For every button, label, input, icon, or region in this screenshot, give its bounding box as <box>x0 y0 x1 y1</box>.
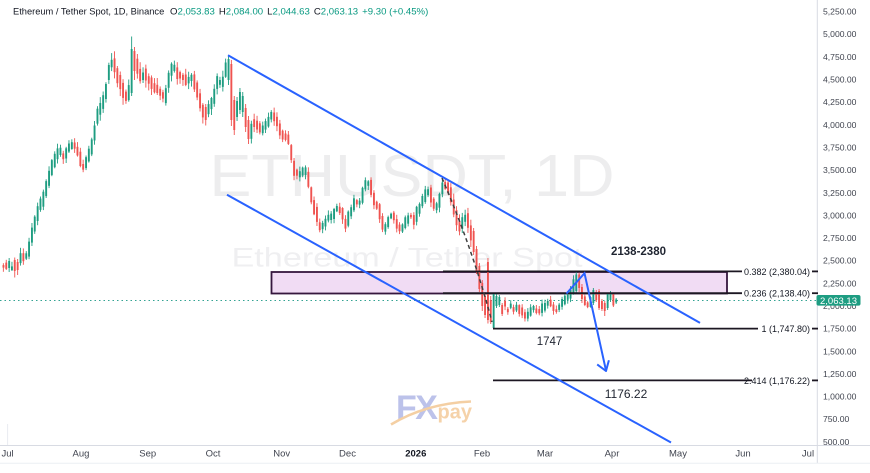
svg-text:Dec: Dec <box>339 448 356 459</box>
svg-text:500.00: 500.00 <box>823 437 850 447</box>
svg-text:1,750.00: 1,750.00 <box>823 324 857 334</box>
svg-text:2,500.00: 2,500.00 <box>823 256 857 266</box>
svg-text:2,063.13: 2,063.13 <box>820 296 857 307</box>
svg-text:Apr: Apr <box>605 448 620 459</box>
svg-text:1,000.00: 1,000.00 <box>823 392 857 402</box>
svg-text:Feb: Feb <box>474 448 490 459</box>
svg-text:1 (1,747.80): 1 (1,747.80) <box>761 324 810 334</box>
svg-text:3,500.00: 3,500.00 <box>823 165 857 175</box>
svg-text:2.414 (1,176.22): 2.414 (1,176.22) <box>744 376 810 386</box>
svg-text:Mar: Mar <box>537 448 553 459</box>
svg-text:4,000.00: 4,000.00 <box>823 120 857 130</box>
svg-text:1176.22: 1176.22 <box>605 387 648 401</box>
svg-text:1,250.00: 1,250.00 <box>823 369 857 379</box>
svg-text:0.382 (2,380.04): 0.382 (2,380.04) <box>744 267 810 277</box>
svg-text:3,750.00: 3,750.00 <box>823 142 857 152</box>
svg-text:May: May <box>669 448 687 459</box>
svg-text:2138-2380: 2138-2380 <box>611 246 666 258</box>
svg-text:Jun: Jun <box>735 448 750 459</box>
svg-text:2,750.00: 2,750.00 <box>823 233 857 243</box>
svg-text:ETHUSDT, 1D: ETHUSDT, 1D <box>210 143 615 209</box>
svg-text:750.00: 750.00 <box>823 414 850 424</box>
svg-text:3,250.00: 3,250.00 <box>823 188 857 198</box>
svg-text:Jul: Jul <box>2 448 14 459</box>
svg-text:pay: pay <box>438 402 473 424</box>
svg-text:2,250.00: 2,250.00 <box>823 278 857 288</box>
svg-text:1747: 1747 <box>537 336 563 348</box>
svg-text:Jul: Jul <box>802 448 814 459</box>
svg-text:3,000.00: 3,000.00 <box>823 210 857 220</box>
svg-text:Oct: Oct <box>206 448 221 459</box>
svg-text:Sep: Sep <box>139 448 156 459</box>
svg-text:4,250.00: 4,250.00 <box>823 97 857 107</box>
svg-text:2026: 2026 <box>405 448 426 459</box>
svg-text:1,500.00: 1,500.00 <box>823 346 857 356</box>
svg-text:Ethereum / Tether Spot: Ethereum / Tether Spot <box>232 243 584 273</box>
svg-text:5,000.00: 5,000.00 <box>823 29 857 39</box>
svg-text:Aug: Aug <box>73 448 90 459</box>
svg-text:Nov: Nov <box>273 448 290 459</box>
svg-text:4,500.00: 4,500.00 <box>823 75 857 85</box>
svg-text:Ethereum / Tether Spot, 1D, Bi: Ethereum / Tether Spot, 1D, Binance <box>13 7 164 17</box>
svg-text:5,250.00: 5,250.00 <box>823 7 857 17</box>
svg-text:0.236 (2,138.40): 0.236 (2,138.40) <box>744 289 810 299</box>
svg-text:4,750.00: 4,750.00 <box>823 52 857 62</box>
svg-text:2,000.00: 2,000.00 <box>823 301 857 311</box>
